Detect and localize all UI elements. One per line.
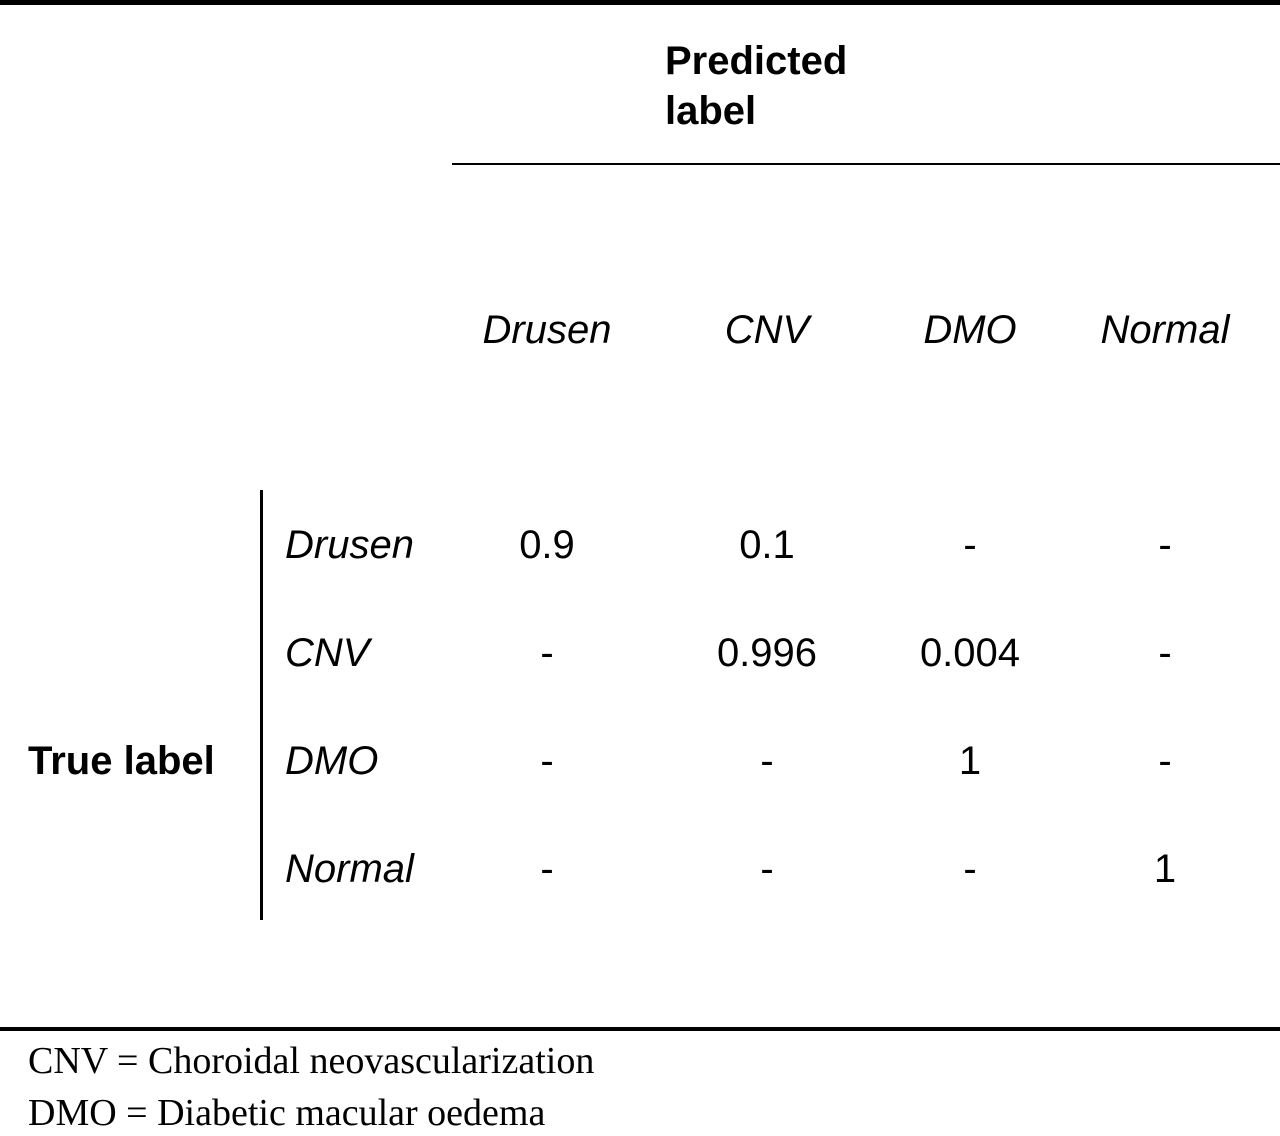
cell-dmo-cnv: - — [760, 739, 774, 783]
predicted-label-rule — [452, 163, 1280, 165]
predicted-label-heading: Predicted label — [665, 36, 847, 136]
footnote-dmo: DMO = Diabetic macular oedema — [28, 1092, 546, 1134]
column-header-drusen: Drusen — [482, 308, 612, 352]
row-header-dmo: DMO — [285, 739, 379, 783]
cell-cnv-dmo: 0.004 — [919, 631, 1021, 675]
cell-normal-dmo: - — [963, 847, 977, 891]
bottom-rule — [0, 1027, 1280, 1031]
column-header-normal: Normal — [1100, 308, 1230, 352]
footnote-cnv: CNV = Choroidal neovascularization — [28, 1040, 595, 1082]
cell-normal-cnv: - — [760, 847, 774, 891]
cell-dmo-drusen: - — [540, 739, 554, 783]
cell-drusen-dmo: - — [963, 523, 977, 567]
cell-normal-normal: 1 — [1153, 847, 1177, 891]
column-header-dmo: DMO — [923, 308, 1017, 352]
cell-dmo-dmo: 1 — [958, 739, 982, 783]
cell-drusen-normal: - — [1158, 523, 1172, 567]
cell-normal-drusen: - — [540, 847, 554, 891]
cell-dmo-normal: - — [1158, 739, 1172, 783]
true-label-heading: True label — [28, 739, 215, 783]
row-header-drusen: Drusen — [285, 523, 414, 567]
true-label-divider — [260, 490, 263, 920]
cell-cnv-cnv: 0.996 — [716, 631, 818, 675]
top-rule — [0, 0, 1280, 5]
predicted-label-line2: label — [665, 89, 757, 133]
row-header-cnv: CNV — [285, 631, 370, 675]
cell-drusen-cnv: 0.1 — [739, 523, 795, 567]
predicted-label-line1: Predicted — [665, 39, 848, 83]
cell-cnv-normal: - — [1158, 631, 1172, 675]
cell-drusen-drusen: 0.9 — [519, 523, 575, 567]
cell-cnv-drusen: - — [540, 631, 554, 675]
row-header-normal: Normal — [285, 847, 414, 891]
column-header-cnv: CNV — [724, 308, 810, 352]
